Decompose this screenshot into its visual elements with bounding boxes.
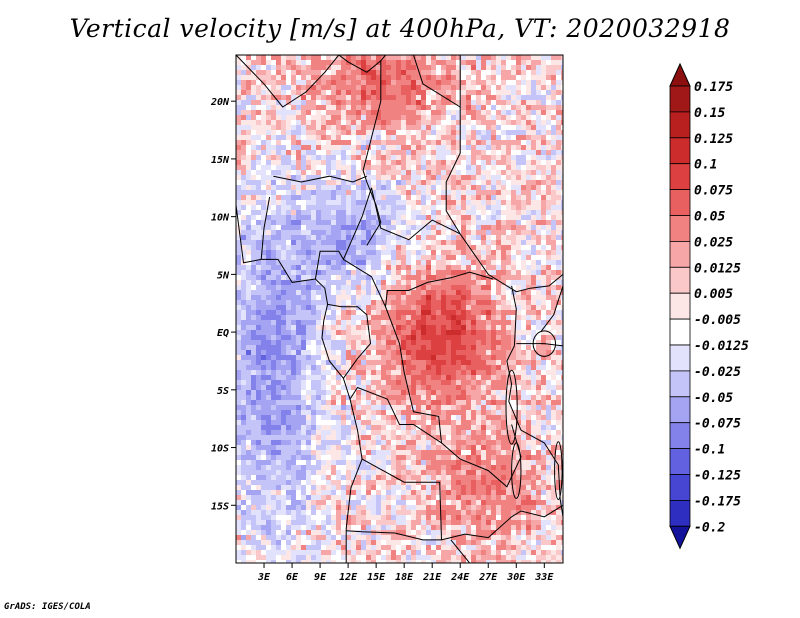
colorbar-label: 0.025 <box>694 235 733 250</box>
map-title: Vertical velocity [m/s] at 400hPa, VT: 2… <box>69 14 731 43</box>
border-line <box>314 187 372 280</box>
colorbar-swatch <box>669 163 691 190</box>
border-line <box>441 504 563 541</box>
lon-tick-label: 27E <box>478 572 498 583</box>
colorbar-label: 0.1 <box>694 158 717 173</box>
colorbar-label: -0.025 <box>694 365 741 380</box>
colorbar-label: 0.075 <box>694 184 733 199</box>
lake-outline <box>532 330 557 357</box>
border-line <box>371 187 461 241</box>
colorbar-label: -0.2 <box>694 520 725 535</box>
border-line <box>236 55 340 108</box>
border-line <box>349 386 442 444</box>
border-line <box>516 343 563 347</box>
border-line <box>450 539 470 563</box>
lake-outline <box>554 441 563 500</box>
lon-tick-label: 3E <box>257 572 271 583</box>
lat-tick-label: 10N <box>211 213 230 224</box>
lat-tick-label: 5N <box>217 270 230 281</box>
colorbar-swatch <box>669 396 691 424</box>
colorbar-swatch <box>669 422 691 450</box>
colorbar-label: -0.125 <box>694 469 741 484</box>
colorbar-swatch <box>669 85 691 113</box>
colorbar-label: 0.125 <box>694 132 733 147</box>
colorbar-label: -0.1 <box>694 443 725 458</box>
border-line <box>445 107 563 293</box>
colorbar-swatch <box>669 240 691 268</box>
map-frame <box>235 54 564 564</box>
lon-tick-label: 21E <box>422 572 442 583</box>
chart-canvas: 20N 15N 10N 5N EQ 5S 10S 15S 3E 6E 9E 12E 15E 18E 21E… <box>210 54 749 583</box>
border-line <box>506 285 563 517</box>
border-line <box>362 60 382 246</box>
lake-outline <box>505 369 518 445</box>
lon-tick-label: 15E <box>367 572 386 583</box>
border-line <box>540 285 563 333</box>
grads-credit: GrADS: IGES/COLA <box>4 602 91 612</box>
colorbar-swatch <box>669 448 691 475</box>
lake-outline <box>511 442 522 499</box>
lat-tick-label: 15S <box>211 501 229 512</box>
colorbar-swatch <box>669 292 691 320</box>
lat-tick-label: 5S <box>217 386 229 397</box>
colorbar-top-arrow <box>669 62 691 87</box>
lat-axis: 20N 15N 10N 5N EQ 5S 10S 15S <box>210 97 236 512</box>
colorbar-label: 0.005 <box>694 287 733 302</box>
border-line <box>327 303 372 379</box>
lon-axis: 3E 6E 9E 12E 15E 18E 21E 24E 27E 30E 33E <box>257 563 554 583</box>
border-line <box>338 55 386 73</box>
border-line <box>343 258 494 309</box>
border-line <box>413 55 461 108</box>
country-borders <box>236 55 563 563</box>
border-line <box>236 205 363 563</box>
colorbar-swatch <box>669 499 691 527</box>
lat-tick-label: 10S <box>211 444 229 455</box>
colorbar-swatch <box>669 215 691 242</box>
colorbar-swatch <box>669 137 691 165</box>
colorbar-label: -0.0125 <box>694 339 749 354</box>
colorbar-label: 0.05 <box>694 210 725 225</box>
lat-tick-label: EQ <box>217 328 229 339</box>
colorbar-swatch <box>669 318 691 346</box>
colorbar-label: -0.175 <box>694 494 741 509</box>
colorbar-label: 0.175 <box>694 80 733 95</box>
lon-tick-label: 18E <box>395 572 414 583</box>
lon-tick-label: 12E <box>339 572 358 583</box>
border-line <box>260 196 271 260</box>
colorbar-bottom-arrow <box>669 525 691 550</box>
colorbar-swatch <box>669 370 691 398</box>
colorbar-label: -0.075 <box>694 417 741 432</box>
colorbar-swatch <box>669 266 691 294</box>
colorbar-swatch <box>669 344 691 372</box>
velocity-field <box>236 55 563 563</box>
border-line <box>346 458 443 541</box>
lon-tick-label: 33E <box>534 572 554 583</box>
colorbar-label: 0.0125 <box>694 261 741 276</box>
lon-tick-label: 6E <box>286 572 299 583</box>
colorbar-label: 0.15 <box>694 106 725 121</box>
colorbar-label: -0.05 <box>694 391 733 406</box>
colorbar-swatch <box>669 474 691 501</box>
colorbar-label: -0.005 <box>694 313 741 328</box>
lon-tick-label: 9E <box>314 572 327 583</box>
colorbar-swatch <box>669 111 691 139</box>
lon-tick-label: 30E <box>506 572 526 583</box>
lat-tick-label: 15N <box>211 155 230 166</box>
lat-tick-label: 20N <box>210 97 230 108</box>
border-line <box>273 175 367 183</box>
colorbar: 0.175 0.15 0.125 0.1 0.075 0.05 0.025 0.0125 0.0… <box>669 62 749 550</box>
lon-tick-label: 24E <box>450 572 470 583</box>
colorbar-swatch <box>669 189 691 216</box>
